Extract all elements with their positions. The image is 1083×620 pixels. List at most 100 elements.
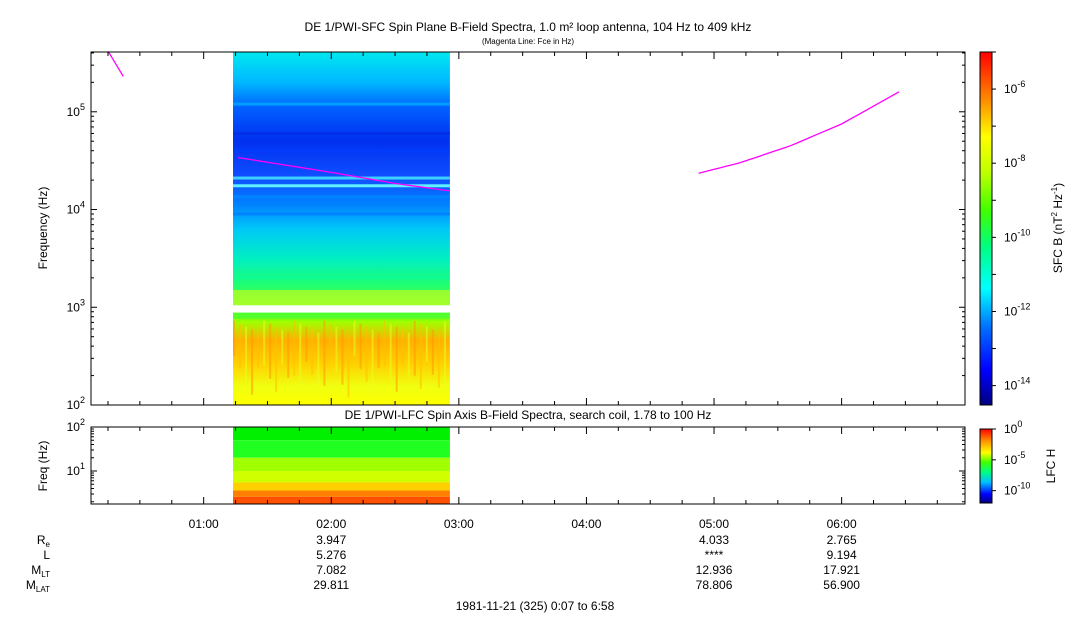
lfc-panel-title: DE 1/PWI-LFC Spin Axis B-Field Spectra, …	[345, 408, 712, 422]
ephemeris-value: 5.276	[316, 548, 346, 562]
sfc-y-tick-label: 104	[67, 200, 85, 217]
sfc-low-texture	[245, 326, 248, 382]
sfc-low-texture	[263, 320, 266, 366]
lfc-colorbar-ramp	[979, 428, 993, 504]
lfc-band	[233, 440, 450, 458]
lfc-spectrogram-image	[233, 427, 450, 504]
lfc-band	[233, 490, 450, 497]
sfc-low-texture	[401, 329, 404, 365]
sfc-low-texture	[365, 326, 368, 382]
sfc-colorbar-tick-label: 10-14	[1004, 376, 1030, 393]
time-tick-label: 02:00	[316, 517, 346, 531]
date-range-footer: 1981-11-21 (325) 0:07 to 6:58	[456, 599, 615, 613]
sfc-low-texture	[275, 326, 278, 392]
sfc-colorbar-tick-label: 10-8	[1004, 153, 1025, 170]
lfc-band	[233, 482, 450, 491]
sfc-low-texture	[329, 323, 332, 359]
ephemeris-row-label: Re	[37, 533, 51, 549]
sfc-low-texture	[431, 329, 434, 375]
ephemeris-row-label: L	[43, 548, 50, 562]
sfc-low-texture	[443, 320, 446, 386]
sfc-colorbar-tick-label: 10-10	[1004, 227, 1030, 244]
sfc-colorbar-ticks: 10-14 10-12 10-10 10-8 10-6	[992, 51, 1030, 393]
ephemeris-value: 78.806	[696, 578, 733, 592]
sfc-low-texture	[323, 320, 326, 386]
ephemeris-value: 9.194	[827, 548, 857, 562]
sfc-low-texture	[239, 323, 242, 369]
sfc-band-line	[233, 184, 450, 188]
lfc-y-tick-label: 102	[67, 417, 85, 434]
ephemeris-value: 29.811	[313, 578, 349, 592]
sfc-low-texture	[269, 323, 272, 379]
sfc-colorbar-tick-label: 10-6	[1004, 79, 1025, 96]
lfc-band	[233, 457, 450, 472]
sfc-low-texture	[257, 332, 260, 368]
time-tick-label: 03:00	[444, 517, 474, 531]
sfc-colorbar: 10-14 10-12 10-10 10-8 10-6	[979, 51, 1030, 406]
lfc-band	[233, 427, 450, 441]
sfc-low-texture	[413, 320, 416, 376]
sfc-low-texture	[251, 329, 254, 395]
sfc-y-tick-label: 103	[67, 297, 85, 314]
sfc-low-texture	[383, 320, 386, 366]
sfc-low-top-edge	[233, 312, 450, 319]
sfc-low-texture	[317, 332, 320, 388]
time-axis-labels: 01:00 02:00 03:00 04:00 05:00 06:00	[189, 517, 857, 531]
time-tick-label: 05:00	[699, 517, 729, 531]
lfc-band	[233, 471, 450, 483]
sfc-low-texture	[371, 329, 374, 395]
time-tick-label: 04:00	[571, 517, 601, 531]
sfc-low-texture	[281, 329, 284, 365]
lfc-colorbar-tick-label: 100	[1004, 419, 1022, 436]
sfc-low-texture	[299, 323, 302, 389]
sfc-colorbar-ramp	[979, 51, 993, 406]
sfc-low-texture	[407, 332, 410, 378]
sfc-low-texture	[419, 323, 422, 389]
lfc-x-ticks	[107, 427, 938, 504]
time-tick-label: 06:00	[827, 517, 857, 531]
sfc-band-line	[233, 131, 450, 135]
sfc-panel-subtitle: (Magenta Line: Fce in Hz)	[482, 37, 574, 46]
sfc-y-tick-label: 102	[67, 395, 85, 412]
lfc-y-axis-label: Freq (Hz)	[36, 441, 50, 492]
sfc-panel-title: DE 1/PWI-SFC Spin Plane B-Field Spectra,…	[305, 20, 752, 34]
sfc-band-line	[233, 102, 450, 106]
sfc-low-texture	[293, 320, 296, 376]
sfc-x-ticks	[107, 52, 938, 405]
sfc-low-texture	[389, 323, 392, 379]
lfc-band	[233, 496, 450, 504]
ephemeris-value: 56.900	[823, 578, 860, 592]
sfc-colorbar-tick-label: 10-12	[1004, 301, 1030, 318]
ephemeris-row-label: MLT	[31, 563, 50, 579]
sfc-low-texture	[233, 320, 236, 356]
sfc-low-texture	[359, 323, 362, 369]
lfc-colorbar-tick-label: 10-10	[1004, 481, 1030, 498]
sfc-band-line	[233, 149, 450, 153]
fce-line-segment-2	[698, 91, 900, 174]
sfc-low-texture	[425, 326, 428, 362]
sfc-colorbar-label: SFC B (nT2 Hz-1)	[1050, 183, 1065, 273]
lfc-colorbar: 100 10-5 10-10	[979, 419, 1030, 504]
sfc-y-axis-label: Frequency (Hz)	[36, 187, 50, 270]
sfc-low-texture	[305, 326, 308, 362]
fce-line-segment-0	[108, 51, 124, 77]
sfc-low-texture	[287, 332, 290, 378]
lfc-colorbar-ticks: 100 10-5 10-10	[992, 419, 1030, 498]
sfc-band-line	[233, 195, 450, 199]
lfc-y-tick-label: 101	[67, 461, 85, 478]
ephemeris-value: 3.947	[316, 533, 346, 547]
sfc-low-texture	[335, 326, 338, 372]
sfc-spectrogram-plot: 102 103 104 105	[67, 51, 966, 412]
sfc-fce-line	[108, 51, 900, 192]
time-tick-label: 01:00	[189, 517, 219, 531]
sfc-low-texture	[347, 332, 350, 398]
fce-line-segment-1	[238, 156, 450, 192]
sfc-low-texture	[437, 332, 440, 388]
ephemeris-value: 4.033	[699, 533, 729, 547]
ephemeris-value: 17.921	[823, 563, 860, 577]
sfc-low-texture	[377, 332, 380, 368]
sfc-low-texture	[353, 320, 356, 356]
sfc-low-texture	[341, 329, 344, 385]
sfc-low-texture	[311, 329, 314, 375]
